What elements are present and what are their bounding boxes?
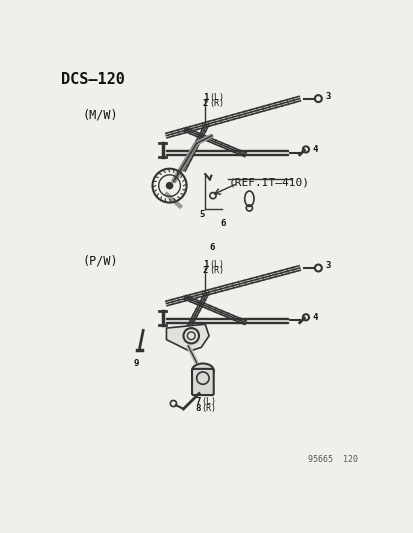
- Polygon shape: [166, 154, 287, 155]
- Polygon shape: [186, 345, 197, 364]
- Text: 4: 4: [312, 145, 318, 154]
- Polygon shape: [164, 192, 182, 208]
- Text: (R): (R): [209, 99, 223, 108]
- Polygon shape: [171, 142, 198, 183]
- Polygon shape: [195, 134, 212, 144]
- Text: (R): (R): [209, 266, 223, 276]
- Text: (R): (R): [201, 403, 216, 413]
- Text: 4: 4: [312, 313, 318, 322]
- Text: 6: 6: [220, 220, 225, 229]
- Text: 95665  120: 95665 120: [307, 455, 357, 464]
- Text: 1: 1: [202, 93, 208, 102]
- Text: 5: 5: [199, 210, 205, 219]
- Text: (L): (L): [209, 93, 223, 102]
- Polygon shape: [166, 324, 209, 351]
- Circle shape: [166, 182, 172, 189]
- Polygon shape: [166, 322, 287, 323]
- Ellipse shape: [192, 364, 213, 377]
- Text: 3: 3: [325, 261, 330, 270]
- Text: 9: 9: [133, 359, 138, 368]
- Text: 2: 2: [202, 99, 208, 108]
- FancyBboxPatch shape: [192, 369, 213, 395]
- Text: (L): (L): [201, 398, 216, 406]
- Polygon shape: [166, 318, 287, 319]
- Text: (M/W): (M/W): [83, 109, 118, 122]
- Text: 6: 6: [209, 244, 214, 252]
- Text: 7: 7: [195, 398, 200, 406]
- Text: DCS–120: DCS–120: [61, 72, 125, 87]
- Text: 2: 2: [202, 266, 208, 276]
- Text: (L): (L): [209, 260, 223, 269]
- Text: 3: 3: [325, 92, 330, 101]
- Text: 1: 1: [202, 260, 208, 269]
- Text: 8: 8: [195, 403, 200, 413]
- Text: (REF.IT–410): (REF.IT–410): [228, 178, 309, 188]
- Polygon shape: [166, 150, 287, 151]
- Text: (P/W): (P/W): [83, 255, 118, 268]
